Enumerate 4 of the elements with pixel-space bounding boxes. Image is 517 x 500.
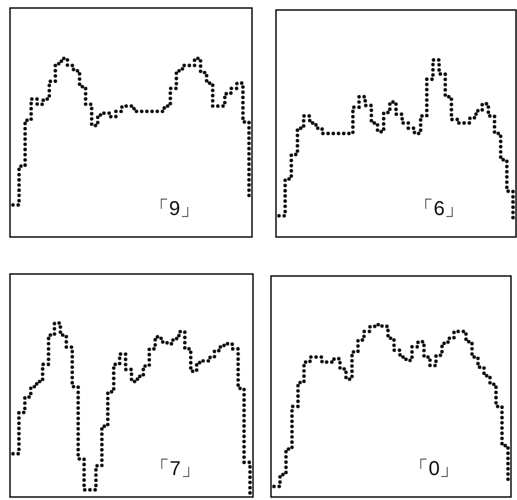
annotation: 「9」: [148, 198, 200, 220]
annotation: 「6」: [414, 198, 465, 220]
annotation: 「7」: [150, 458, 201, 480]
annotation: 「0」: [408, 458, 460, 480]
